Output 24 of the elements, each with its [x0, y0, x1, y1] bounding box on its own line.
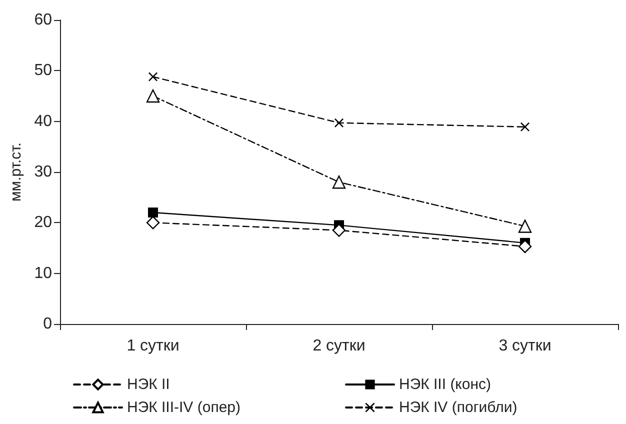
- y-tick-label: 10: [34, 264, 52, 282]
- legend-label: НЭК II: [127, 376, 170, 393]
- x-tick-label: 1 сутки: [126, 338, 180, 354]
- legend-label: НЭК III (конс): [399, 376, 492, 393]
- y-tick-label: 30: [34, 164, 52, 180]
- legend-label: НЭК III-IV (опер): [127, 399, 240, 416]
- point: [332, 224, 346, 237]
- y-tick-label: 0: [43, 316, 52, 332]
- point: [148, 208, 158, 218]
- y-tick-label: 60: [34, 12, 52, 28]
- y-tick-label: 40: [34, 112, 52, 130]
- x-tick-label: 2 сутки: [312, 338, 366, 354]
- point: [146, 216, 160, 230]
- point: [518, 240, 532, 254]
- point: [332, 176, 346, 189]
- point: [148, 72, 158, 82]
- point: [334, 118, 344, 128]
- y-tick-label: 20: [34, 214, 52, 232]
- point: [518, 220, 532, 233]
- y-axis-title: мм.рт.ст.: [7, 142, 24, 202]
- point: [146, 89, 160, 103]
- y-tick-label: 50: [34, 62, 52, 80]
- legend-label: НЭК IV (погибли): [399, 399, 518, 416]
- x-tick-label: 3 сутки: [498, 338, 552, 354]
